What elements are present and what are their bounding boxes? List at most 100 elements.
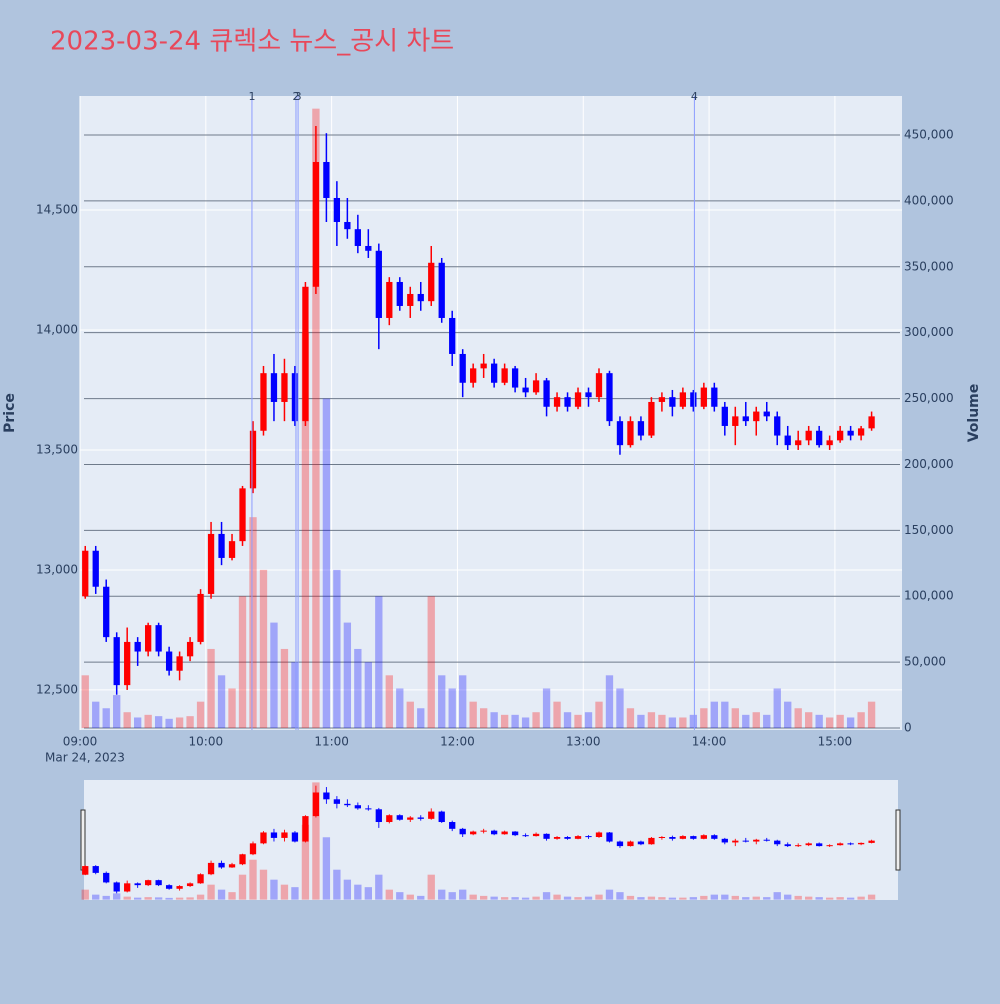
chart-title: 2023-03-24 큐렉소 뉴스_공시 차트: [50, 27, 454, 57]
volume-bar: [532, 896, 540, 900]
volume-bar: [396, 892, 404, 900]
candle-body: [323, 161, 330, 198]
candle-body: [784, 844, 791, 847]
candle-body: [574, 836, 582, 839]
x-tick-label: 13:00: [566, 735, 601, 749]
candle-body: [228, 541, 236, 558]
volume-bar: [490, 896, 498, 900]
candle-body: [354, 805, 361, 809]
candle-body: [365, 245, 372, 251]
news-label: 1: [248, 90, 255, 103]
slider-handle-left[interactable]: [80, 809, 86, 871]
candle-body: [543, 833, 550, 839]
candle-body: [197, 874, 204, 884]
candle-body: [616, 841, 624, 847]
volume-bar: [154, 897, 163, 900]
range-slider[interactable]: [84, 780, 898, 900]
candle-body: [511, 368, 519, 388]
candle-body: [145, 880, 152, 886]
candle-body: [260, 373, 267, 431]
candle-body: [795, 845, 802, 847]
volume-bar: [406, 701, 414, 729]
candle-body: [270, 373, 278, 402]
volume-bar: [196, 894, 205, 900]
volume-bar: [217, 889, 226, 900]
volume-bar: [385, 889, 393, 900]
candle-body: [186, 641, 194, 657]
y-tick-label: 14,500: [36, 202, 78, 216]
volume-bar: [385, 675, 393, 729]
volume-bar: [133, 717, 142, 729]
volume-bar: [196, 701, 205, 729]
candle-body: [595, 832, 603, 838]
volume-bar: [825, 897, 834, 900]
candle-body: [145, 625, 152, 652]
candle-body: [449, 317, 456, 354]
slider-handle-right[interactable]: [895, 809, 901, 871]
volume-bar: [459, 889, 467, 900]
candle-body: [753, 411, 760, 422]
candle-body: [627, 421, 634, 446]
volume-bar: [165, 897, 173, 900]
volume-bar: [354, 884, 362, 900]
candle-body: [207, 533, 215, 594]
volume-bar: [763, 897, 771, 900]
volume-bar: [207, 884, 215, 900]
candle-body: [501, 831, 508, 835]
candle-body: [595, 373, 603, 398]
volume-bar: [794, 708, 802, 729]
volume-bar: [500, 714, 509, 729]
volume-bar: [805, 896, 813, 900]
candle-body: [669, 397, 676, 407]
volume-bar: [133, 897, 142, 900]
volume-bar: [679, 897, 687, 900]
candle-body: [742, 416, 749, 422]
volume-bar: [113, 893, 121, 900]
candle-body: [459, 828, 466, 835]
candle-body: [511, 831, 519, 836]
candle-body: [868, 416, 875, 429]
candle-body: [753, 839, 760, 842]
y-tick-label: 13,500: [36, 442, 78, 456]
y2-tick-label: 350,000: [904, 259, 954, 273]
volume-bar: [689, 714, 698, 729]
volume-bar: [186, 897, 194, 900]
volume-bar: [207, 648, 215, 729]
candle-body: [113, 637, 120, 686]
candle-body: [606, 373, 613, 422]
volume-bar: [700, 708, 708, 729]
candle-body: [113, 882, 120, 892]
volume-bar: [846, 897, 855, 900]
candle-body: [165, 885, 173, 889]
volume-bar: [144, 897, 152, 900]
volume-bar: [836, 897, 844, 900]
candle-body: [491, 830, 498, 835]
candle-body: [742, 840, 749, 842]
volume-bar: [427, 874, 435, 900]
candle-body: [470, 831, 477, 835]
volume-bar: [238, 874, 247, 900]
volume-bar: [479, 708, 488, 729]
candle-body: [344, 803, 351, 806]
candle-body: [648, 837, 655, 845]
candle-body: [260, 832, 267, 844]
volume-bar: [553, 894, 561, 900]
volume-bar: [343, 879, 352, 900]
candle-body: [375, 250, 382, 318]
candle-body: [249, 430, 257, 489]
candle-body: [857, 428, 865, 436]
y2-tick-label: 300,000: [904, 325, 954, 339]
candle-body: [700, 835, 707, 839]
candle-body: [333, 799, 341, 804]
volume-bar: [731, 708, 739, 729]
volume-bar: [123, 712, 131, 729]
volume-bar: [763, 714, 771, 729]
volume-bar: [658, 897, 666, 900]
volume-bar: [364, 887, 372, 900]
candle-body: [270, 832, 278, 838]
volume-bar: [438, 889, 446, 900]
volume-bar: [238, 596, 247, 729]
volume-bar: [553, 701, 561, 729]
volume-bar: [584, 896, 593, 900]
